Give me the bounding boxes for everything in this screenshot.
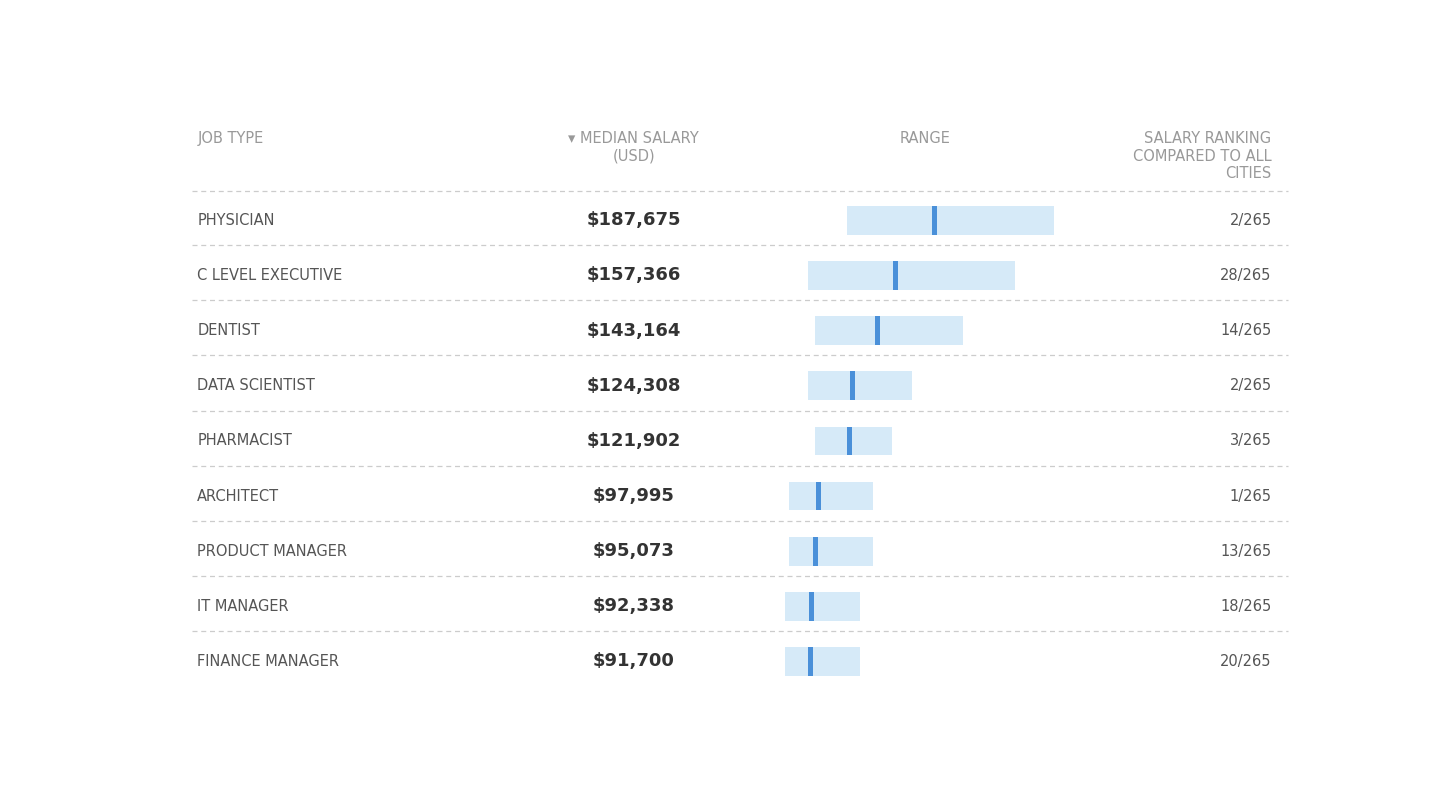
Text: JOB TYPE: JOB TYPE <box>198 131 264 146</box>
Text: $97,995: $97,995 <box>593 487 674 505</box>
Text: 3/265: 3/265 <box>1230 433 1272 448</box>
Text: 28/265: 28/265 <box>1220 268 1272 283</box>
Text: $124,308: $124,308 <box>586 377 682 395</box>
Text: RANGE: RANGE <box>900 131 950 146</box>
Text: $157,366: $157,366 <box>586 267 682 285</box>
Text: 1/265: 1/265 <box>1230 489 1272 504</box>
Bar <box>848 426 852 455</box>
Text: ARCHITECT: ARCHITECT <box>198 489 279 504</box>
Text: ▾ MEDIAN SALARY
(USD): ▾ MEDIAN SALARY (USD) <box>569 131 699 164</box>
Text: PRODUCT MANAGER: PRODUCT MANAGER <box>198 543 348 558</box>
Bar <box>931 206 937 235</box>
Text: $92,338: $92,338 <box>592 597 674 615</box>
Text: PHYSICIAN: PHYSICIAN <box>198 213 274 228</box>
Text: 13/265: 13/265 <box>1220 543 1272 558</box>
Text: 18/265: 18/265 <box>1220 599 1272 614</box>
Text: DENTIST: DENTIST <box>198 323 260 338</box>
Bar <box>848 206 1054 235</box>
Bar <box>786 592 861 621</box>
Bar <box>788 537 874 566</box>
Text: FINANCE MANAGER: FINANCE MANAGER <box>198 654 339 669</box>
Bar <box>788 482 874 510</box>
Text: C LEVEL EXECUTIVE: C LEVEL EXECUTIVE <box>198 268 342 283</box>
Text: 2/265: 2/265 <box>1229 378 1272 393</box>
Bar <box>892 261 898 290</box>
Text: $95,073: $95,073 <box>593 542 674 560</box>
Text: $187,675: $187,675 <box>586 211 682 229</box>
Text: 20/265: 20/265 <box>1220 654 1272 669</box>
Bar <box>814 316 963 345</box>
Bar <box>813 537 817 566</box>
Bar <box>809 261 1015 290</box>
Text: SALARY RANKING
COMPARED TO ALL
CITIES: SALARY RANKING COMPARED TO ALL CITIES <box>1134 131 1272 181</box>
Text: DATA SCIENTIST: DATA SCIENTIST <box>198 378 315 393</box>
Bar <box>809 371 911 400</box>
Bar <box>809 647 813 676</box>
Bar <box>809 592 814 621</box>
Bar <box>814 426 892 455</box>
Bar <box>875 316 879 345</box>
Text: IT MANAGER: IT MANAGER <box>198 599 289 614</box>
Text: $121,902: $121,902 <box>586 432 682 450</box>
Text: 2/265: 2/265 <box>1229 213 1272 228</box>
Bar <box>816 482 822 510</box>
Text: $91,700: $91,700 <box>593 653 674 671</box>
Bar <box>786 647 861 676</box>
Bar <box>851 371 855 400</box>
Text: $143,164: $143,164 <box>586 322 682 339</box>
Text: 14/265: 14/265 <box>1220 323 1272 338</box>
Text: PHARMACIST: PHARMACIST <box>198 433 292 448</box>
